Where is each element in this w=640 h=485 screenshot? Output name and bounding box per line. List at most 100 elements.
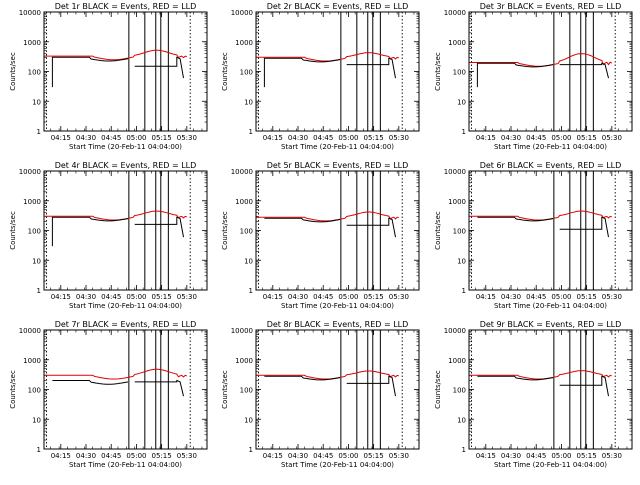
plot-frame bbox=[468, 11, 633, 132]
y-tick-label: 10 bbox=[244, 98, 253, 106]
y-tick-label: 100 bbox=[240, 69, 253, 77]
x-tick-label: 04:15 bbox=[476, 293, 496, 301]
events-series-line bbox=[263, 57, 396, 88]
x-tick-label: 04:15 bbox=[263, 134, 283, 142]
y-tick-label: 1000 bbox=[448, 39, 466, 47]
x-axis-label: Start Time (20-Feb-11 04:04:00) bbox=[69, 302, 182, 310]
detector-plot-8: Det 8r BLACK = Events, RED = LLD Counts/s… bbox=[221, 320, 420, 469]
y-tick-label: 100 bbox=[453, 387, 466, 395]
x-tick-label: 05:00 bbox=[126, 452, 146, 460]
lld-series-line bbox=[256, 370, 399, 380]
x-tick-label: 04:15 bbox=[263, 452, 283, 460]
x-tick-label: 05:15 bbox=[152, 452, 172, 460]
x-tick-label: 05:30 bbox=[602, 452, 622, 460]
y-tick-label: 1000 bbox=[23, 357, 41, 365]
plot-title: Det 8r BLACK = Events, RED = LLD bbox=[267, 320, 409, 329]
y-tick-label: 10000 bbox=[19, 168, 41, 176]
events-series-line bbox=[477, 375, 609, 397]
plot-title: Det 9r BLACK = Events, RED = LLD bbox=[480, 320, 622, 329]
x-tick-label: 05:15 bbox=[364, 452, 384, 460]
y-tick-label: 1000 bbox=[448, 198, 466, 206]
x-tick-label: 05:30 bbox=[389, 452, 409, 460]
y-tick-label: 1 bbox=[37, 287, 41, 295]
y-tick-label: 1 bbox=[37, 446, 41, 454]
y-axis-label: Counts/sec bbox=[9, 211, 17, 250]
y-axis-label: Counts/sec bbox=[9, 370, 17, 409]
y-tick-label: 1 bbox=[249, 128, 253, 136]
y-tick-label: 10000 bbox=[19, 9, 41, 17]
x-tick-label: 05:30 bbox=[389, 134, 409, 142]
plot-title: Det 2r BLACK = Events, RED = LLD bbox=[267, 2, 409, 11]
y-tick-label: 1000 bbox=[235, 357, 253, 365]
y-tick-label: 10 bbox=[32, 98, 41, 106]
events-series-line bbox=[477, 216, 609, 238]
y-tick-label: 10 bbox=[244, 257, 253, 265]
y-tick-label: 10 bbox=[244, 416, 253, 424]
x-tick-label: 05:30 bbox=[602, 293, 622, 301]
x-tick-label: 05:15 bbox=[152, 134, 172, 142]
x-tick-label: 04:30 bbox=[501, 452, 521, 460]
y-tick-label: 10 bbox=[457, 257, 466, 265]
x-tick-label: 05:15 bbox=[577, 134, 597, 142]
events-series-line bbox=[476, 62, 609, 88]
y-tick-label: 1 bbox=[462, 128, 466, 136]
x-tick-label: 05:30 bbox=[177, 293, 197, 301]
y-axis-label: Counts/sec bbox=[434, 52, 442, 91]
y-tick-label: 1 bbox=[37, 128, 41, 136]
detector-plot-1: Det 1r BLACK = Events, RED = LLD Counts/s… bbox=[9, 2, 208, 151]
x-tick-label: 04:30 bbox=[501, 134, 521, 142]
y-tick-label: 10 bbox=[32, 257, 41, 265]
x-tick-label: 05:15 bbox=[364, 293, 384, 301]
y-tick-label: 100 bbox=[28, 69, 41, 77]
x-tick-label: 05:30 bbox=[602, 134, 622, 142]
x-tick-label: 04:30 bbox=[288, 452, 308, 460]
lld-series-line bbox=[44, 368, 187, 380]
y-tick-label: 10 bbox=[32, 416, 41, 424]
lld-series-line bbox=[256, 211, 399, 222]
y-axis-label: Counts/sec bbox=[221, 52, 229, 91]
x-tick-label: 05:00 bbox=[551, 134, 571, 142]
plot-frame bbox=[255, 170, 420, 291]
plot-frame bbox=[468, 170, 633, 291]
x-tick-label: 04:45 bbox=[101, 293, 121, 301]
plot-title: Det 1r BLACK = Events, RED = LLD bbox=[55, 2, 197, 11]
y-tick-label: 1 bbox=[462, 446, 466, 454]
x-tick-label: 04:45 bbox=[313, 452, 333, 460]
y-tick-label: 1 bbox=[462, 287, 466, 295]
x-tick-label: 04:45 bbox=[313, 293, 333, 301]
x-axis-label: Start Time (20-Feb-11 04:04:00) bbox=[494, 461, 607, 469]
y-tick-label: 1000 bbox=[235, 198, 253, 206]
y-tick-label: 100 bbox=[28, 228, 41, 236]
y-tick-label: 1 bbox=[249, 446, 253, 454]
x-tick-label: 04:15 bbox=[51, 134, 71, 142]
x-tick-label: 05:00 bbox=[338, 452, 358, 460]
y-tick-label: 100 bbox=[240, 387, 253, 395]
x-tick-label: 05:15 bbox=[577, 452, 597, 460]
x-tick-label: 05:30 bbox=[177, 452, 197, 460]
y-tick-label: 10000 bbox=[444, 9, 466, 17]
y-tick-label: 100 bbox=[453, 228, 466, 236]
events-series-line bbox=[51, 216, 184, 247]
y-tick-label: 1000 bbox=[23, 198, 41, 206]
x-axis-label: Start Time (20-Feb-11 04:04:00) bbox=[69, 461, 182, 469]
x-axis-label: Start Time (20-Feb-11 04:04:00) bbox=[281, 143, 394, 151]
plot-title: Det 4r BLACK = Events, RED = LLD bbox=[55, 161, 197, 170]
detector-plot-2: Det 2r BLACK = Events, RED = LLD Counts/s… bbox=[221, 2, 420, 151]
x-tick-label: 04:45 bbox=[526, 452, 546, 460]
lld-series-line bbox=[469, 210, 612, 221]
y-axis-label: Counts/sec bbox=[221, 211, 229, 250]
plot-title: Det 7r BLACK = Events, RED = LLD bbox=[55, 320, 197, 329]
y-tick-label: 10000 bbox=[444, 168, 466, 176]
x-tick-label: 04:45 bbox=[526, 293, 546, 301]
x-tick-label: 04:15 bbox=[476, 134, 496, 142]
plot-title: Det 5r BLACK = Events, RED = LLD bbox=[267, 161, 409, 170]
x-tick-label: 05:00 bbox=[551, 293, 571, 301]
y-axis-label: Counts/sec bbox=[434, 370, 442, 409]
x-tick-label: 04:30 bbox=[76, 293, 96, 301]
detector-plot-4: Det 4r BLACK = Events, RED = LLD Counts/s… bbox=[9, 161, 208, 310]
lld-series-line bbox=[469, 370, 612, 380]
y-tick-label: 10000 bbox=[231, 168, 253, 176]
plot-frame bbox=[255, 329, 420, 450]
x-axis-label: Start Time (20-Feb-11 04:04:00) bbox=[494, 302, 607, 310]
